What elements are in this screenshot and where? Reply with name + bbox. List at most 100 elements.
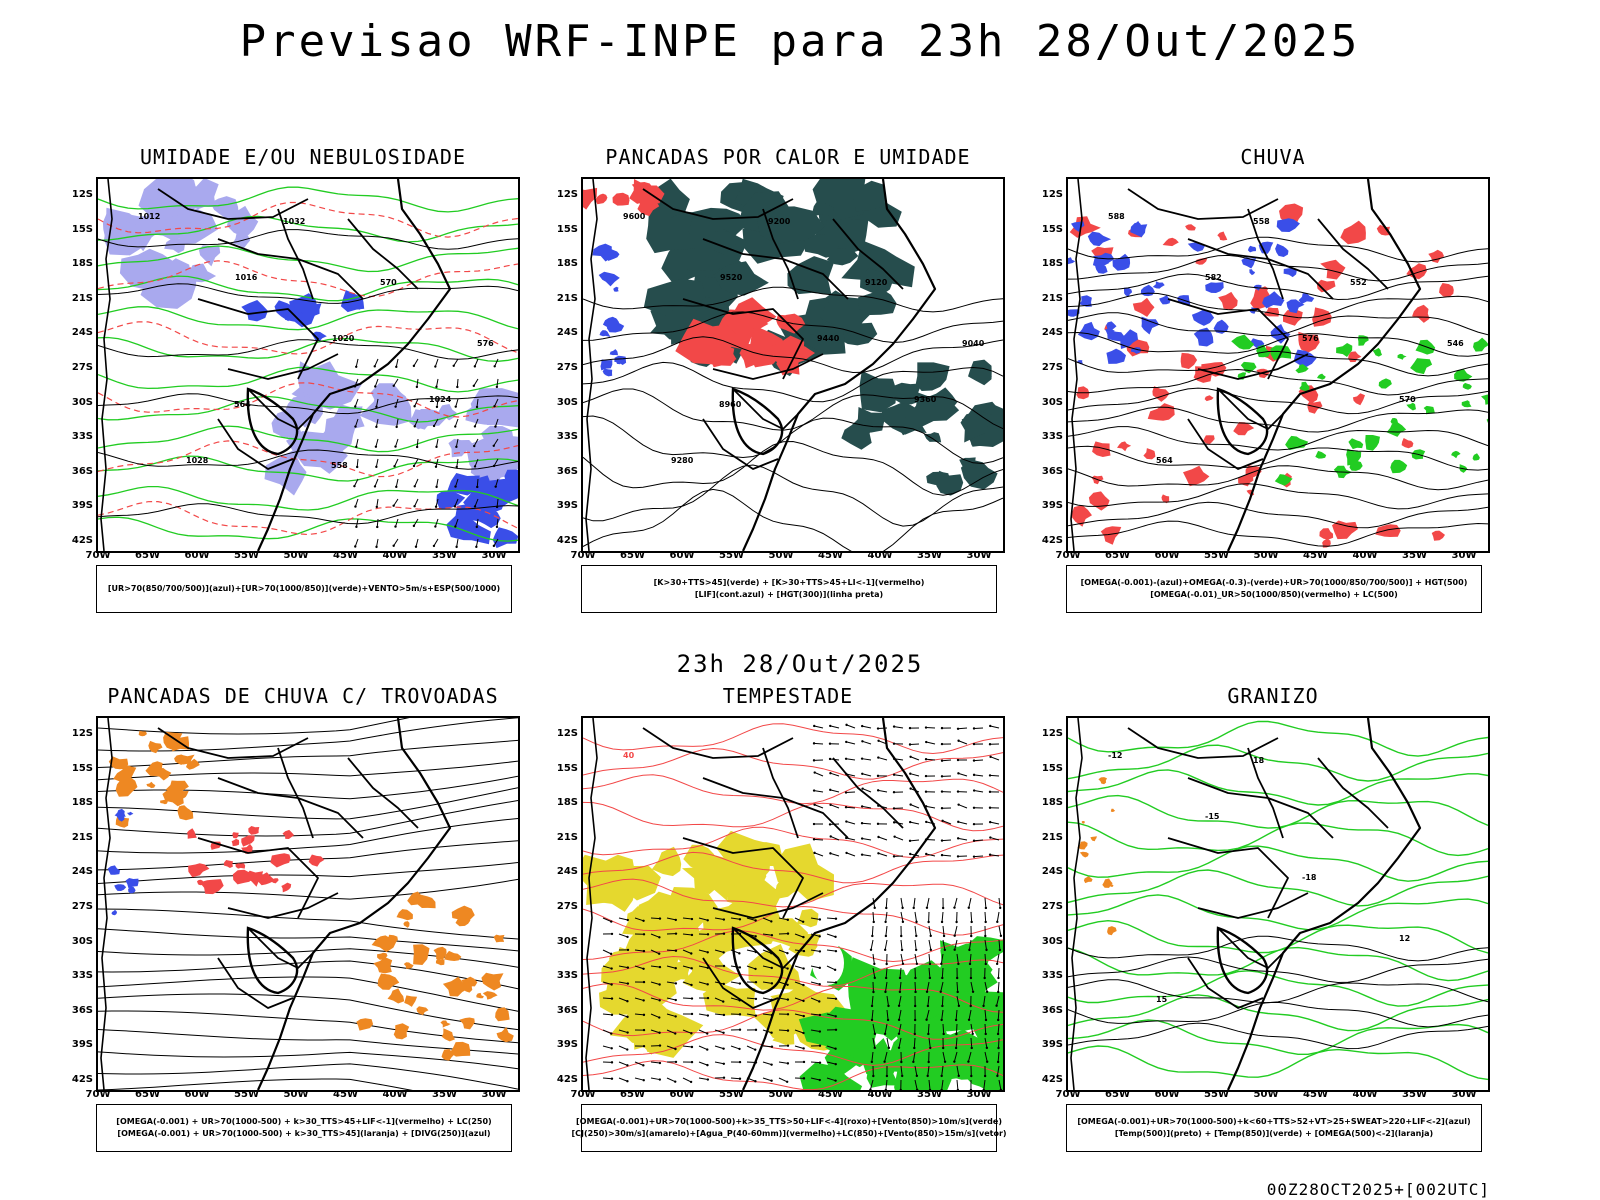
latitude-tick: 42S — [556, 1074, 578, 1085]
rain-area — [1217, 231, 1228, 241]
legend-line: [OMEGA(-0.001)+UR>70(1000-500)+k<60+TTS>… — [1077, 1117, 1471, 1126]
latitude-axis: 12S 15S 18S 21S 24S 27S 30S 33S 36S 39S 42S — [68, 177, 96, 553]
contour-label: 570 — [1399, 395, 1416, 404]
wind-vector-head — [495, 525, 499, 529]
wind-vector-head — [884, 1088, 888, 1090]
wind-vector — [618, 1045, 628, 1051]
latitude-tick: 24S — [556, 866, 578, 878]
wind-vector-head — [925, 852, 928, 856]
wind-vector-head — [892, 773, 896, 776]
wind-vector — [436, 478, 439, 487]
thunderstorm-area — [241, 835, 255, 847]
wind-vector — [396, 418, 399, 427]
jet-stream-area — [651, 846, 682, 877]
panel-title: UMIDADE E/OU NEBULOSIDADE — [139, 145, 467, 169]
temp-850-contour — [1068, 821, 1488, 857]
wind-vector-head — [969, 1004, 972, 1008]
wind-vector-head — [770, 1031, 773, 1034]
wind-vector-head — [415, 445, 419, 449]
wind-vector-head — [354, 545, 357, 548]
latitude-tick: 21S — [1041, 292, 1063, 304]
wind-vector-head — [828, 823, 832, 826]
wind-vector — [886, 995, 889, 1006]
omega-area — [1159, 295, 1171, 305]
wind-vector-head — [610, 1013, 614, 1017]
wind-vector — [494, 418, 499, 427]
latitude-tick: 12S — [1041, 189, 1063, 200]
wind-vector — [395, 358, 399, 367]
wind-vector — [973, 855, 984, 858]
wind-vector — [957, 727, 968, 730]
wind-vector-head — [610, 1047, 613, 1050]
state-border — [277, 208, 314, 300]
streamline — [98, 1010, 518, 1044]
latitude-tick: 36S — [71, 465, 93, 477]
wind-vector-head — [492, 444, 495, 447]
wind-vector-head — [812, 838, 816, 841]
wind-vector — [493, 438, 499, 447]
omega-area — [1298, 293, 1315, 304]
wind-vector-head — [722, 951, 725, 954]
jet-stream-area — [673, 926, 729, 970]
wind-vector-head — [813, 771, 816, 774]
streamline — [98, 993, 518, 1031]
latitude-tick: 36S — [71, 1004, 93, 1016]
pressure-contour — [98, 229, 518, 250]
wind-vector — [794, 933, 804, 938]
legend-line: [OMEGA(-0.01)_UR>50(1000/850)(vermelho) … — [1150, 590, 1398, 599]
wind-vector-head — [802, 949, 806, 953]
omega-area — [1087, 231, 1112, 247]
panel-title: PANCADAS DE CHUVA C/ TROVOADAS — [107, 684, 499, 708]
wind-vector — [778, 1029, 789, 1032]
wind-vector-head — [414, 545, 418, 548]
latitude-tick: 12S — [1041, 728, 1063, 739]
wind-vector — [996, 995, 1000, 1006]
longitude-tick: 50W — [1253, 550, 1279, 561]
wind-vector-head — [908, 726, 912, 730]
wind-vector — [474, 458, 479, 467]
wind-vector — [434, 518, 439, 527]
wind-vector — [650, 965, 660, 968]
longitude-tick: 45W — [333, 1089, 358, 1100]
rain-area — [1412, 304, 1430, 323]
coastline — [1226, 179, 1422, 551]
wind-vector-head — [997, 1018, 1000, 1022]
shower-area — [393, 1023, 410, 1040]
wind-vector-head — [984, 1018, 988, 1022]
longitude-tick: 30W — [1451, 550, 1477, 561]
wind-vector — [435, 378, 439, 387]
contour-label: 564 — [234, 400, 251, 409]
wind-vector-head — [738, 1047, 741, 1051]
wind-vector-head — [941, 976, 944, 980]
shower-area — [413, 944, 430, 965]
wind-vector-head — [642, 1064, 645, 1067]
wind-vector-head — [473, 465, 477, 468]
shower-area — [496, 1027, 514, 1043]
wind-vector — [618, 1061, 628, 1066]
precipitable-water-contour — [583, 982, 1003, 1013]
height-500-contour — [1068, 254, 1488, 282]
wind-vector-head — [956, 758, 960, 762]
wind-vector — [493, 458, 499, 467]
precipitable-water-contour — [583, 878, 1003, 908]
wind-vector-head — [802, 999, 805, 1003]
wind-vector — [455, 398, 459, 407]
wind-vector — [910, 821, 920, 825]
wind-vector — [927, 1065, 930, 1076]
wind-vector — [810, 1061, 821, 1064]
wind-vector-head — [626, 935, 629, 939]
wind-vector-head — [870, 1060, 874, 1064]
wind-vector-head — [610, 1077, 614, 1080]
wind-vector — [956, 1065, 960, 1076]
strong-instability-area — [583, 187, 598, 210]
wind-vector-head — [997, 976, 1000, 980]
divergence-area — [114, 808, 126, 817]
wind-vector — [926, 1009, 930, 1020]
wind-vector-head — [434, 505, 438, 508]
wind-vector — [434, 358, 439, 367]
wind-vector-head — [690, 983, 693, 987]
wind-vector — [746, 1013, 756, 1017]
wind-vector-head — [892, 790, 896, 794]
state-border — [1197, 353, 1309, 380]
latitude-tick: 18S — [556, 258, 578, 270]
